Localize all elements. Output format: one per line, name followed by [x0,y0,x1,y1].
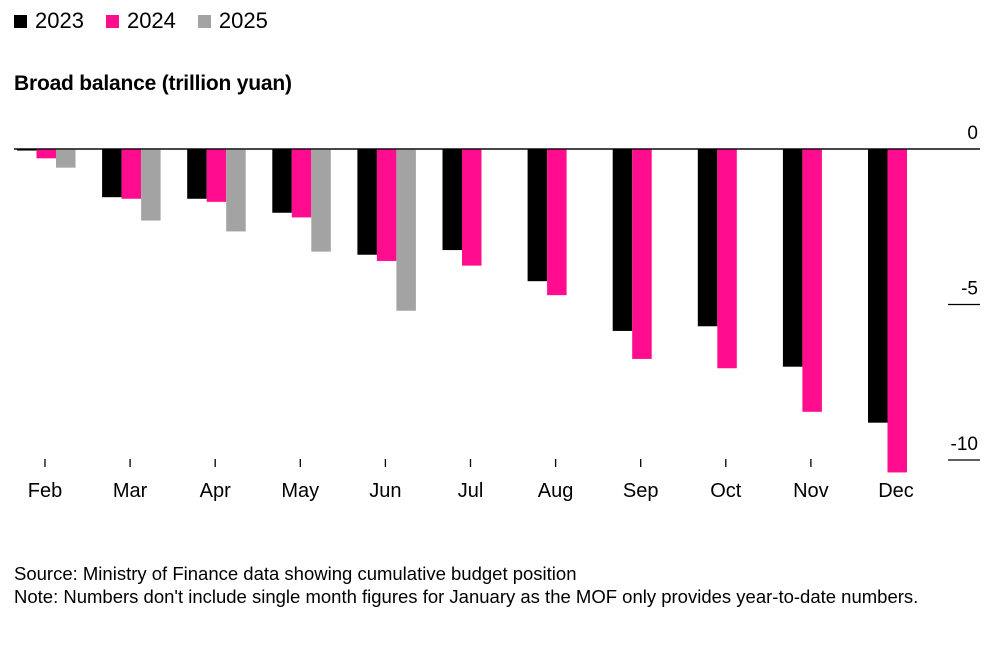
bar-2024-aug [547,149,567,296]
legend-item-2025: 2025 [197,8,268,34]
legend-swatch-2023 [14,14,27,28]
bar-2024-may [291,149,312,218]
bar-2023-dec [868,149,888,423]
bar-2024-sep [632,149,652,359]
bar-2024-jun [376,149,397,261]
chart-title: Broad balance (trillion yuan) [14,72,292,95]
bar-2024-oct [717,149,737,369]
x-tick-label: Feb [28,480,62,502]
bar-2025-may [311,149,331,252]
legend-label-2024: 2024 [126,8,176,33]
bar-2024-apr [206,149,227,202]
bar-2025-jun [396,149,416,311]
x-tick-label: Oct [710,480,742,502]
bar-2023-aug [527,149,548,282]
x-tick-label: Dec [878,480,914,502]
bar-chart: 0 -5 -10 Feb Mar Apr May Jun Jul Aug Sep Oct Nov Dec [14,123,980,502]
legend-item-2023: 2023 [14,8,84,34]
x-tick-label: Nov [793,480,829,502]
bar-2023-feb [17,149,37,151]
legend-label-2025: 2025 [218,8,268,33]
bar-2024-mar [121,149,142,199]
x-tick-label: Sep [623,480,659,502]
x-tick-label: Aug [538,480,574,502]
legend-item-2024: 2024 [105,8,176,34]
legend-swatch-2024 [105,14,119,28]
x-tick-label: Jun [369,480,401,502]
bar-2023-nov [782,149,803,367]
x-tick-label: Apr [200,480,231,502]
legend: 2023 2024 2025 [14,8,268,34]
x-tick-label: Mar [113,480,148,502]
bar-2023-mar [102,149,122,198]
y-tick-label: 0 [967,123,978,144]
bar-2024-nov [802,149,822,412]
legend-label-2023: 2023 [35,8,84,33]
y-tick-label: -5 [961,279,978,300]
bar-2023-may [272,149,292,213]
bar-2023-jun [357,149,377,255]
legend-swatch-2025 [197,14,211,28]
bar-2025-apr [226,149,246,232]
bar-2025-mar [141,149,161,221]
bar-2023-sep [612,149,633,331]
bar-2025-feb [56,149,76,168]
bar-2024-jul [462,149,482,266]
source-text: Source: Ministry of Finance data showing… [14,563,577,584]
y-tick-label: -10 [951,434,978,455]
bar-2023-jul [442,149,462,251]
note-text: Note: Numbers don't include single month… [14,586,919,607]
bar-2024-feb [36,149,56,159]
x-tick-label: May [281,480,319,502]
bar-2023-oct [697,149,718,327]
footer: Source: Ministry of Finance data showing… [14,562,974,608]
bar-2023-apr [187,149,207,199]
bar-2024-dec [887,149,907,473]
x-tick-label: Jul [458,480,484,502]
